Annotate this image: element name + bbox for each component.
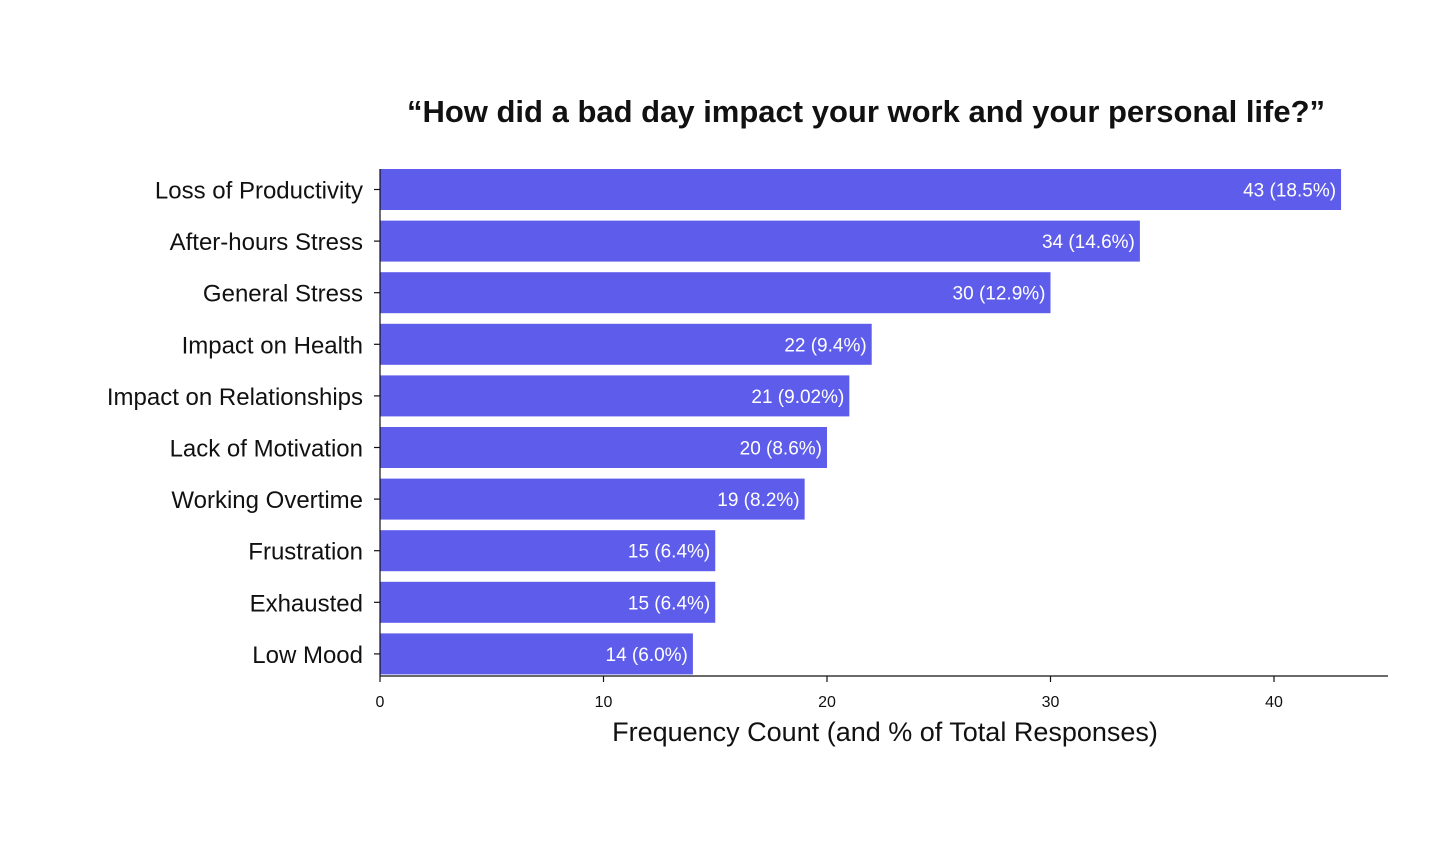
value-label-after-hours-stress: 34 (14.6%) [1042,232,1135,253]
chart-title: “How did a bad day impact your work and … [407,94,1325,129]
category-label-after-hours-stress: After-hours Stress [170,229,363,256]
category-label-impact-on-relationships: Impact on Relationships [107,384,363,411]
x-tick-label-30: 30 [1042,694,1060,711]
bar-after-hours-stress [380,220,1140,262]
bar-general-stress [380,272,1051,314]
bar-lack-of-motivation [380,427,827,468]
value-label-working-overtime: 19 (8.2%) [717,490,799,511]
x-tick-label-40: 40 [1265,694,1283,711]
category-label-general-stress: General Stress [203,281,363,308]
bar-impact-on-health [380,323,872,365]
x-tick-label-10: 10 [595,694,613,711]
x-axis-title: Frequency Count (and % of Total Response… [612,717,1158,747]
category-label-impact-on-health: Impact on Health [182,332,363,359]
value-label-frustration: 15 (6.4%) [628,542,710,563]
bar-low-mood [380,633,693,675]
category-label-exhausted: Exhausted [250,590,363,617]
category-label-loss-of-productivity: Loss of Productivity [155,178,363,205]
bar-impact-on-relationships [380,375,850,417]
value-label-exhausted: 15 (6.4%) [628,593,710,614]
bar-loss-of-productivity [380,169,1342,210]
axes-layer: 0 10 20 30 40 [374,169,1388,711]
category-label-frustration: Frustration [248,539,363,566]
category-label-low-mood: Low Mood [252,642,363,669]
labels-layer: 43 (18.5%) Loss of Productivity 34 (14.6%)… [107,178,1336,669]
x-tick-label-0: 0 [376,694,385,711]
category-label-working-overtime: Working Overtime [171,487,363,514]
bar-exhausted [380,581,716,623]
category-label-lack-of-motivation: Lack of Motivation [170,436,363,463]
bar-working-overtime [380,478,805,520]
value-label-impact-on-relationships: 21 (9.02%) [751,387,844,408]
value-label-general-stress: 30 (12.9%) [953,284,1046,305]
value-label-low-mood: 14 (6.0%) [606,645,688,666]
value-label-lack-of-motivation: 20 (8.6%) [740,439,822,460]
value-label-impact-on-health: 22 (9.4%) [784,335,866,356]
x-tick-label-20: 20 [818,694,836,711]
value-label-loss-of-productivity: 43 (18.5%) [1243,181,1336,202]
bar-frustration [380,530,716,572]
bars-layer [380,169,1342,675]
